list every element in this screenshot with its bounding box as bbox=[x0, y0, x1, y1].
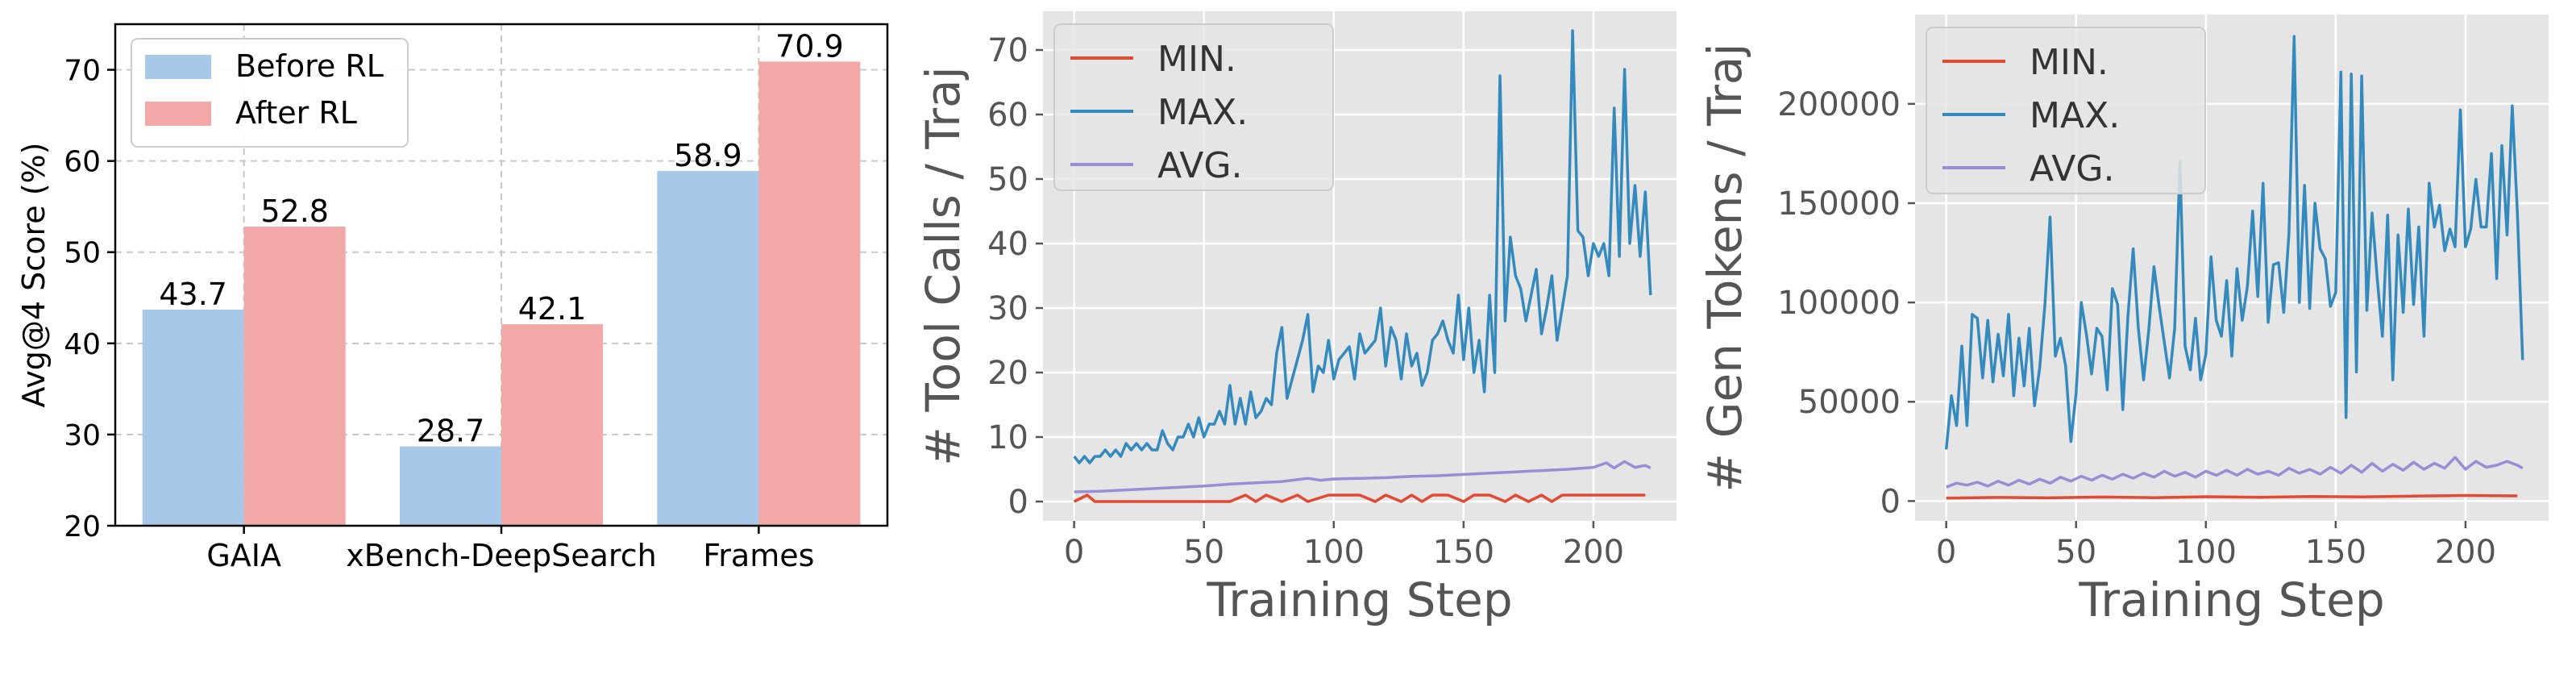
bar-after-gaia bbox=[243, 227, 346, 526]
bar-before-gaia bbox=[142, 309, 244, 526]
y-tick-label: 40 bbox=[64, 328, 101, 361]
legend-label: After RL bbox=[235, 95, 357, 131]
y-axis-label: # Gen Tokens / Traj bbox=[1697, 44, 1752, 493]
y-tick-label: 150000 bbox=[1777, 185, 1901, 223]
bar-value-label: 52.8 bbox=[260, 194, 329, 229]
legend-label: MIN. bbox=[1157, 39, 1236, 80]
x-tick-label: 200 bbox=[2435, 534, 2496, 571]
x-tick-label: 50 bbox=[1183, 534, 1224, 571]
y-tick-label: 0 bbox=[1008, 484, 1028, 521]
x-tick-label: 0 bbox=[1064, 534, 1084, 571]
y-tick-label: 50000 bbox=[1798, 384, 1901, 421]
y-tick-label: 0 bbox=[1880, 483, 1901, 520]
y-tick-label: 30 bbox=[64, 419, 101, 452]
y-tick-label: 30 bbox=[987, 290, 1028, 327]
y-tick-label: 100000 bbox=[1777, 285, 1901, 322]
y-tick-label: 20 bbox=[64, 510, 101, 543]
series-line-avg bbox=[1074, 460, 1652, 493]
legend-label: MAX. bbox=[2030, 95, 2120, 136]
bar-after-xbench-deepsearch bbox=[501, 324, 603, 526]
y-tick-label: 40 bbox=[987, 226, 1028, 263]
bar-before-frames bbox=[657, 171, 759, 527]
x-axis-label: Training Step bbox=[2078, 572, 2384, 627]
legend-swatch bbox=[145, 102, 211, 126]
legend-label: AVG. bbox=[1157, 145, 1242, 186]
series-line-max bbox=[1073, 29, 1652, 464]
bar-value-label: 58.9 bbox=[674, 138, 742, 173]
y-tick-label: 60 bbox=[987, 97, 1028, 134]
x-tick-label: 150 bbox=[1433, 534, 1494, 571]
x-tick-label: 50 bbox=[2055, 534, 2096, 571]
y-tick-label: 50 bbox=[987, 161, 1028, 198]
series-line-min bbox=[1946, 493, 2518, 500]
y-axis-label: # Tool Calls / Traj bbox=[916, 66, 970, 465]
bar-after-frames bbox=[758, 61, 861, 527]
series-line-avg bbox=[1946, 456, 2524, 489]
y-tick-label: 70 bbox=[987, 32, 1028, 69]
y-tick-label: 50 bbox=[64, 237, 101, 270]
y-tick-label: 10 bbox=[987, 419, 1028, 456]
x-tick-label: 150 bbox=[2305, 534, 2366, 571]
legend-label: AVG. bbox=[2030, 148, 2114, 189]
series-line-max bbox=[1944, 35, 2524, 450]
gen-tokens-chart-panel: 0 50000 100000 150000 200000 0 50 100 150 200 Trai… bbox=[1697, 15, 2549, 627]
bar-value-label: 28.7 bbox=[417, 414, 485, 449]
x-tick-label: 200 bbox=[1563, 534, 1624, 571]
y-axis-label: Avg@4 Score (%) bbox=[16, 143, 52, 408]
legend-label: MIN. bbox=[2030, 42, 2109, 83]
y-tick-label: 70 bbox=[64, 55, 101, 88]
x-axis-label: Training Step bbox=[1206, 572, 1512, 627]
x-tick-label: 100 bbox=[1303, 534, 1365, 571]
legend-box bbox=[1926, 27, 2206, 194]
x-tick-label: 100 bbox=[2175, 534, 2237, 571]
tool-calls-chart-panel: 0 10 20 30 40 50 60 70 0 50 100 150 200 Training Step… bbox=[916, 11, 1676, 627]
x-tick-label: xBench-DeepSearch bbox=[346, 538, 656, 573]
legend-swatch bbox=[145, 55, 211, 79]
x-tick-label: Frames bbox=[703, 538, 814, 573]
x-tick-label: 0 bbox=[1936, 534, 1956, 571]
y-tick-label: 20 bbox=[987, 355, 1028, 392]
bar-chart-panel: 43.7 28.7 58.9 52.8 42.1 70.9 20 30 40 50 60 70 GAIA… bbox=[16, 23, 889, 573]
legend-box bbox=[1053, 23, 1334, 191]
bar-value-label: 43.7 bbox=[159, 277, 227, 312]
bar-value-label: 42.1 bbox=[518, 291, 587, 327]
bar-value-label: 70.9 bbox=[775, 28, 844, 64]
y-tick-label: 200000 bbox=[1777, 86, 1901, 123]
legend-label: MAX. bbox=[1157, 92, 1248, 133]
bar-before-xbench-deepsearch bbox=[400, 446, 501, 526]
x-tick-label: GAIA bbox=[206, 538, 281, 573]
legend-label: Before RL bbox=[235, 48, 384, 84]
y-tick-label: 60 bbox=[64, 146, 101, 179]
series-line-min bbox=[1073, 493, 1646, 503]
